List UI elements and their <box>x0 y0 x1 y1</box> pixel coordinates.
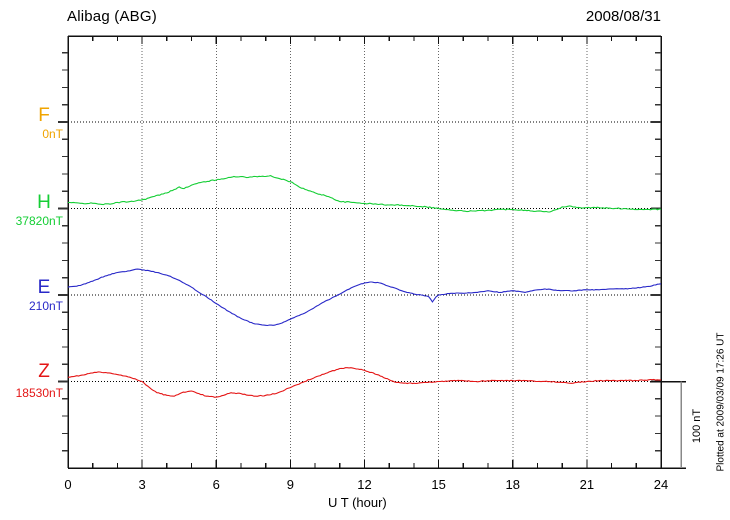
x-tick-label: 15 <box>431 477 446 492</box>
channel-label-f: F <box>38 105 50 126</box>
x-tick-label: 6 <box>212 477 220 492</box>
x-tick-label: 21 <box>579 477 595 492</box>
channel-label-h: H <box>37 192 51 213</box>
plotted-at-label: Plotted at 2009/03/09 17:26 UT <box>715 332 727 472</box>
date-label: 2008/08/31 <box>585 8 661 25</box>
station-title: Alibag (ABG) <box>67 8 157 25</box>
x-tick-label: 0 <box>64 477 72 492</box>
trace-h <box>67 175 662 213</box>
x-tick-label: 24 <box>653 477 669 492</box>
x-tick-label: 9 <box>286 477 294 492</box>
x-tick-label: 3 <box>138 477 146 492</box>
x-axis-title: U T (hour) <box>328 495 387 510</box>
channel-baseline-e: 210nT <box>28 299 63 313</box>
x-tick-label: 18 <box>505 477 520 492</box>
channel-label-z: Z <box>38 361 50 382</box>
x-tick-label: 12 <box>357 477 372 492</box>
channel-baseline-z: 18530nT <box>15 386 63 400</box>
trace-z <box>68 367 662 398</box>
scale-bar-label: 100 nT <box>691 408 703 444</box>
trace-e <box>67 268 662 327</box>
channel-label-e: E <box>37 277 51 298</box>
channel-baseline-h: 37820nT <box>15 214 63 228</box>
channel-baseline-f: 0nT <box>42 127 63 141</box>
